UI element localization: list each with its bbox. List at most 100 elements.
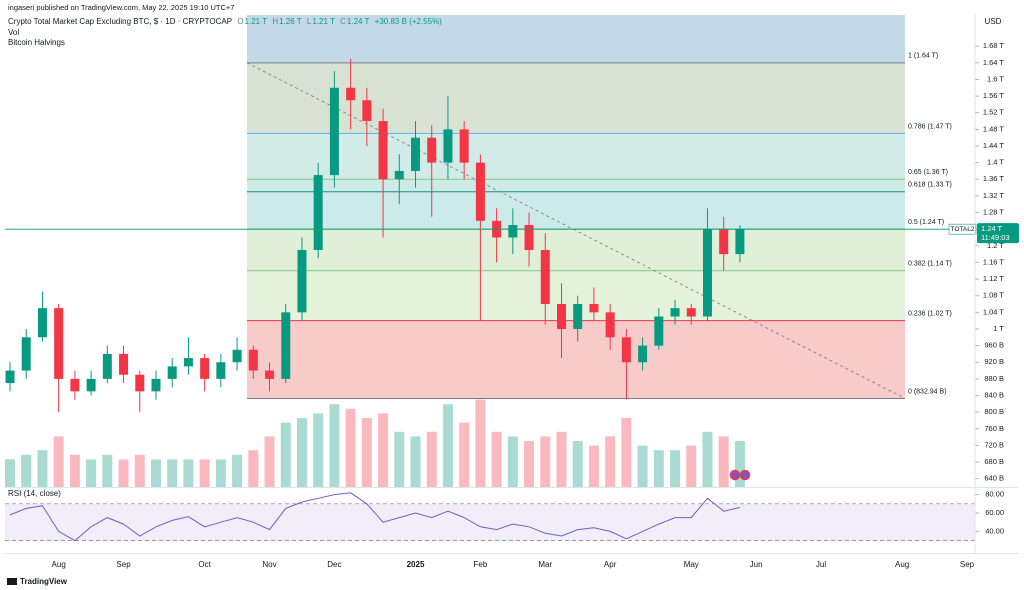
- legend: Crypto Total Market Cap Excluding BTC, $…: [8, 17, 445, 26]
- candle-body: [151, 378, 161, 392]
- candle-body: [556, 304, 566, 329]
- candle-body: [654, 316, 664, 346]
- candle-body: [265, 370, 275, 379]
- volume-bar: [264, 436, 275, 487]
- ohlc-value: 1.21 T: [244, 17, 268, 26]
- candle-body: [686, 308, 696, 317]
- y-tick-label: 40.00: [985, 526, 1004, 535]
- halving-icon: [739, 469, 751, 481]
- x-tick-label: Mar: [538, 560, 552, 569]
- fib-zone: [247, 229, 905, 271]
- fib-label: 1 (1.64 T): [908, 53, 938, 60]
- change: +30.83 B (+2.55%): [374, 17, 442, 26]
- x-tick-label: Nov: [262, 560, 276, 569]
- candle-body: [362, 100, 372, 122]
- y-tick-label: 1.12 T: [983, 274, 1005, 283]
- candle-body: [183, 358, 193, 367]
- volume-bar: [621, 418, 632, 487]
- volume-bar: [507, 436, 518, 487]
- candle-body: [297, 249, 307, 313]
- volume-bar: [426, 431, 437, 487]
- ohlc-key: O: [237, 17, 244, 26]
- candle-body: [735, 229, 745, 255]
- candle-body: [524, 225, 534, 250]
- volume-bar: [670, 450, 681, 487]
- fib-label: 0.236 (1.02 T): [908, 311, 952, 318]
- candle-body: [540, 249, 550, 305]
- y-tick-label: 680 B: [984, 457, 1004, 466]
- x-tick-label: Aug: [52, 560, 66, 569]
- volume-bar: [410, 436, 421, 487]
- y-tick-label: 1.44 T: [983, 141, 1005, 150]
- y-tick-label: 1.04 T: [983, 307, 1005, 316]
- volume-bar: [69, 454, 80, 487]
- y-tick-label: 60.00: [985, 508, 1004, 517]
- candle-body: [313, 175, 323, 250]
- y-tick-label: 1.6 T: [987, 74, 1004, 83]
- candle-body: [232, 349, 242, 363]
- volume-bar: [394, 431, 405, 487]
- halving-icon: [729, 469, 741, 481]
- volume-bar: [167, 459, 178, 487]
- fib-label: 0.786 (1.47 T): [908, 123, 952, 130]
- candle-body: [702, 229, 712, 317]
- volume-bar: [134, 454, 145, 487]
- volume-bar: [232, 454, 243, 487]
- candle-body: [135, 374, 145, 392]
- x-tick-label: Jun: [750, 560, 763, 569]
- volume-bar: [53, 436, 64, 487]
- volume-bar: [199, 459, 210, 487]
- logo-text: TradingView: [20, 577, 68, 586]
- volume-bar: [37, 450, 48, 487]
- volume-bar: [296, 418, 307, 487]
- y-tick-label: 1.08 T: [983, 291, 1005, 300]
- published-note: ingaseri published on TradingView.com, M…: [8, 3, 235, 12]
- x-tick-label: Feb: [473, 560, 487, 569]
- y-tick-label: 920 B: [984, 357, 1004, 366]
- y-tick-label: 840 B: [984, 390, 1004, 399]
- rsi-band: [5, 503, 975, 541]
- candle-body: [86, 378, 96, 392]
- ohlc-key: C: [340, 17, 346, 26]
- y-tick-label: 760 B: [984, 424, 1004, 433]
- volume-bar: [215, 459, 226, 487]
- fib-zone: [247, 191, 905, 230]
- x-tick-label: Dec: [327, 560, 341, 569]
- candle-body: [411, 137, 421, 171]
- y-tick-label: 800 B: [984, 407, 1004, 416]
- x-tick-label: May: [684, 560, 699, 569]
- volume-bar: [653, 450, 664, 487]
- volume-bar: [150, 459, 161, 487]
- y-tick-label: 1.16 T: [983, 257, 1005, 266]
- volume-bar: [588, 445, 599, 487]
- volume-bar: [524, 441, 535, 487]
- x-tick-label: Oct: [198, 560, 211, 569]
- candle-body: [589, 304, 599, 313]
- candle-body: [216, 362, 226, 379]
- volume-bar: [183, 459, 194, 487]
- ohlc-key: L: [306, 17, 312, 26]
- plot: 1 (1.64 T) 0.786 (1.47 T) 0.65 (1.36 T) 0.6…: [5, 15, 1019, 569]
- volume-bar: [734, 441, 745, 487]
- candle-body: [459, 129, 469, 163]
- volume-bar: [86, 459, 97, 487]
- candle-body: [573, 304, 583, 329]
- candle-body: [200, 358, 210, 379]
- ohlc-value: 1.21 T: [312, 17, 335, 26]
- candle-body: [281, 312, 291, 379]
- volume-bar: [637, 445, 648, 487]
- rsi-title: RSI (14, close): [8, 489, 61, 498]
- price-tag: [977, 223, 1019, 244]
- candle-body: [427, 137, 437, 163]
- fib-label: 0 (832.94 B): [908, 388, 947, 395]
- volume-bar: [378, 413, 389, 487]
- y-tick-label: 1.28 T: [983, 208, 1005, 217]
- volume-bar: [605, 436, 616, 487]
- volume-bar: [118, 459, 129, 487]
- fib-top-zone: [247, 15, 905, 63]
- volume-bar: [329, 404, 340, 487]
- rsi-line: [9, 492, 741, 542]
- symbol-tag-label: TOTAL2: [951, 226, 975, 233]
